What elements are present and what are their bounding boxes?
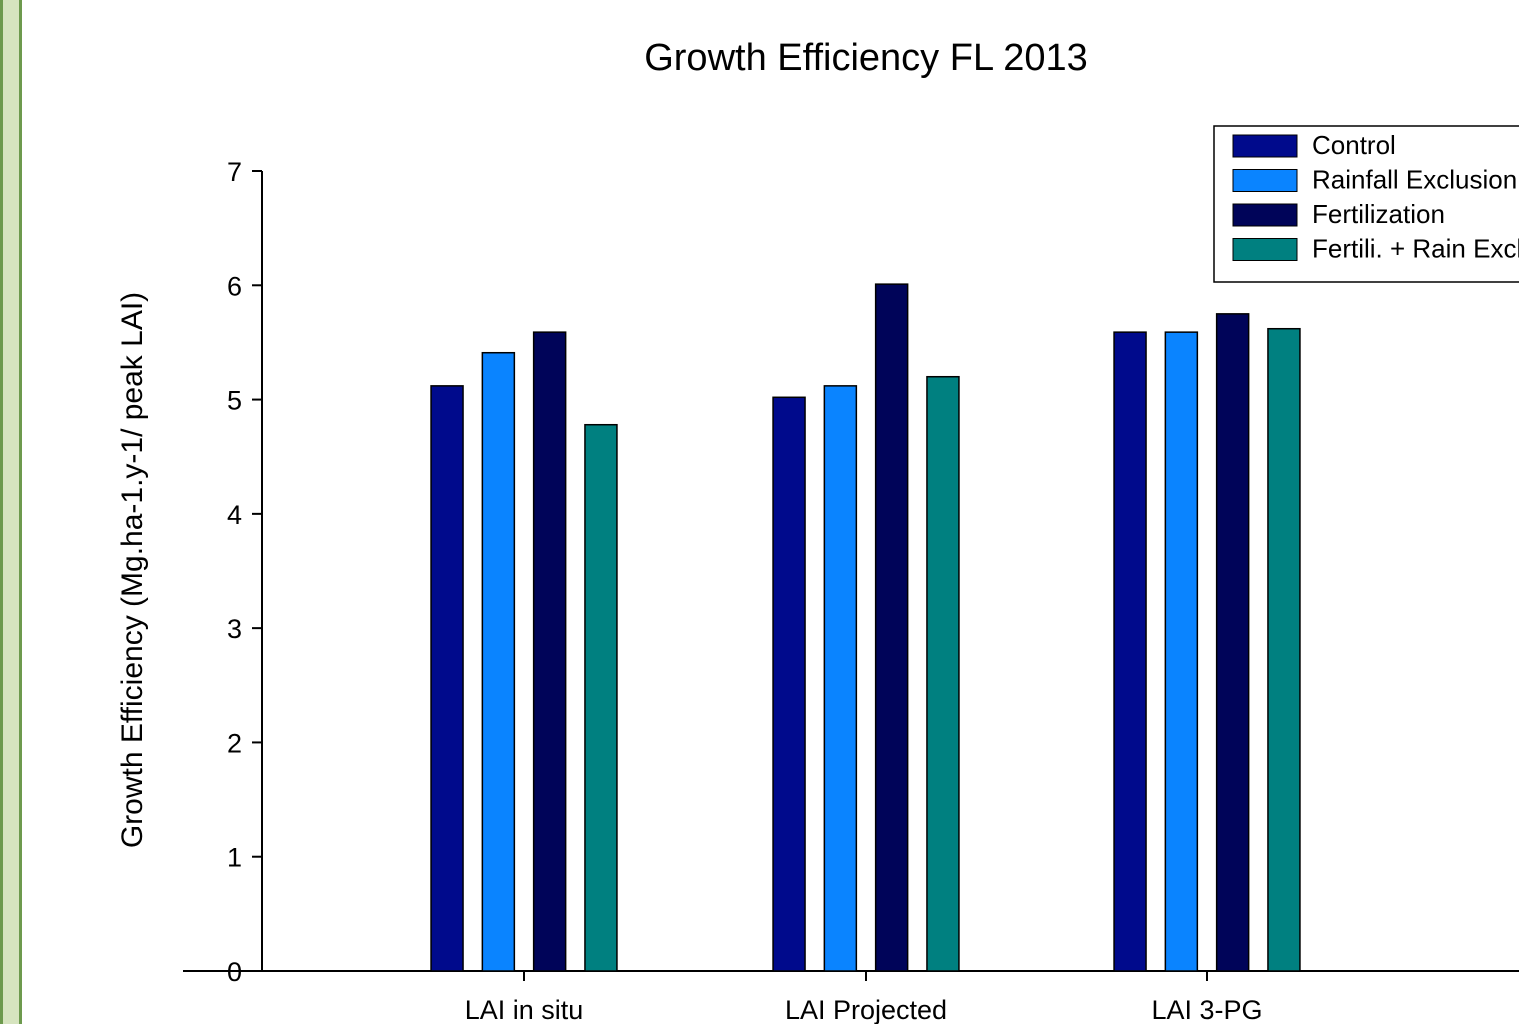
- y-tick-label: 1: [227, 843, 242, 873]
- x-tick-label: LAI 3-PG: [1151, 995, 1262, 1024]
- bar: [481, 351, 516, 972]
- bar: [823, 385, 858, 972]
- y-axis: 01234567: [227, 157, 263, 987]
- bar: [926, 375, 960, 972]
- bar: [1215, 313, 1250, 972]
- bar: [772, 396, 806, 972]
- legend-swatch: [1232, 203, 1298, 227]
- y-axis-label: Growth Efficiency (Mg.ha-1.y-1/ peak LAI…: [116, 292, 149, 848]
- legend-swatch: [1232, 238, 1298, 261]
- y-tick-label: 4: [227, 500, 242, 530]
- chart-title: Growth Efficiency FL 2013: [644, 37, 1088, 79]
- bar: [532, 331, 567, 972]
- bar: [1267, 327, 1301, 972]
- y-tick-label: 7: [227, 157, 242, 187]
- legend-swatch: [1232, 169, 1298, 192]
- bar: [430, 385, 464, 972]
- legend-label: Control: [1312, 130, 1396, 160]
- legend: Control Rainfall Exclusion Fertilization Fe…: [1213, 125, 1519, 283]
- bar: [1164, 331, 1199, 972]
- legend-label: Rainfall Exclusion: [1312, 165, 1517, 195]
- x-tick-label: LAI Projected: [785, 995, 947, 1024]
- y-tick-label: 5: [227, 386, 242, 416]
- x-tick-label: LAI in situ: [465, 995, 584, 1024]
- bar: [584, 423, 618, 972]
- legend-label: Fertilization: [1312, 199, 1445, 229]
- y-tick-label: 3: [227, 614, 242, 644]
- bars-group: [430, 283, 1301, 972]
- bar: [1113, 331, 1147, 972]
- slide-left-border: [0, 0, 22, 1024]
- bar: [874, 283, 909, 972]
- y-tick-label: 2: [227, 728, 242, 758]
- legend-swatch: [1232, 134, 1298, 158]
- y-tick-label: 6: [227, 271, 242, 301]
- x-axis: LAI in situ LAI Projected LAI 3-PG: [183, 970, 1519, 1024]
- legend-label: Fertili. + Rain Exclusion: [1312, 234, 1519, 264]
